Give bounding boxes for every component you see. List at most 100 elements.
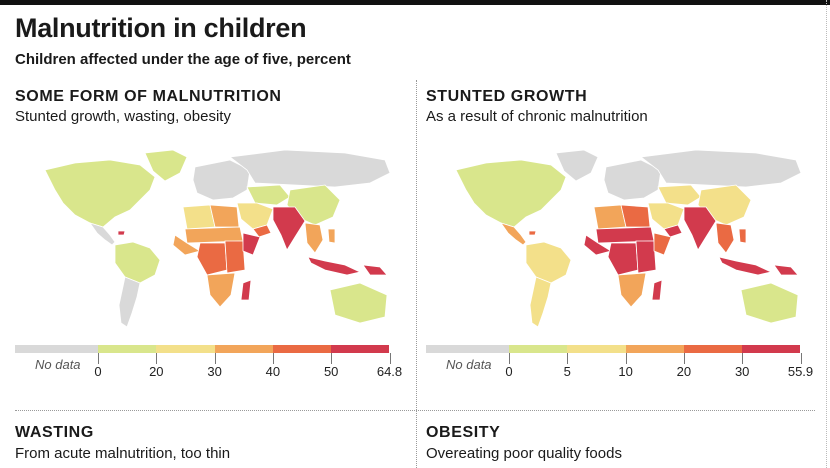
region-australia xyxy=(740,282,799,324)
legend-tick-label: 64.8 xyxy=(376,364,403,379)
region-north-africa-east xyxy=(620,204,651,228)
legend-swatch-c5 xyxy=(331,345,390,353)
region-middle-east xyxy=(647,202,685,230)
region-indonesia xyxy=(718,256,773,276)
legend-swatch-c5 xyxy=(742,345,801,353)
region-north-africa-west xyxy=(182,204,216,230)
region-south-america-north xyxy=(114,241,161,284)
legend-swatch-c4 xyxy=(683,345,743,353)
legend-swatch-c1 xyxy=(98,345,157,353)
legend-tick xyxy=(98,353,99,364)
legend-tick xyxy=(625,353,627,364)
region-russia xyxy=(639,149,802,188)
region-central-africa xyxy=(607,242,639,276)
region-west-africa xyxy=(172,234,202,256)
vertical-divider xyxy=(416,80,417,468)
region-europe xyxy=(192,159,251,201)
region-north-america xyxy=(455,159,567,228)
page-title: Malnutrition in children xyxy=(15,13,307,43)
region-madagascar xyxy=(651,279,663,301)
region-indonesia xyxy=(307,256,362,276)
region-south-america-south xyxy=(118,276,141,328)
legend-tick xyxy=(214,353,216,364)
region-australia xyxy=(329,282,388,324)
region-central-asia xyxy=(657,184,702,206)
legend-tick xyxy=(742,353,744,364)
region-central-africa xyxy=(196,242,228,276)
top-rule xyxy=(0,0,830,5)
region-central-asia xyxy=(246,184,291,206)
legend-tick xyxy=(272,353,274,364)
region-southeast-asia xyxy=(715,222,735,254)
panel-title-wasting: WASTING xyxy=(15,424,94,441)
region-madagascar xyxy=(240,279,252,301)
region-west-africa xyxy=(583,234,613,256)
legend-tick xyxy=(683,353,685,364)
region-middle-east xyxy=(236,202,274,230)
region-philippines xyxy=(327,228,336,244)
right-edge-divider xyxy=(826,0,827,468)
world-map-malnutrition xyxy=(44,149,391,328)
legend-tick-label: 20 xyxy=(676,364,692,379)
legend-tick-label: 10 xyxy=(618,364,633,379)
legend-tick-label: 0 xyxy=(94,364,102,379)
legend-swatch-nodata xyxy=(15,345,98,353)
legend-tick-label: 0 xyxy=(505,364,513,379)
legend-tick-label: 55.9 xyxy=(787,364,814,379)
region-north-africa-east xyxy=(209,204,240,228)
legend-tick-label: 50 xyxy=(323,364,339,379)
legend-swatch-c3 xyxy=(214,345,273,353)
region-yemen xyxy=(663,224,683,238)
legend-stunted: No data 0 5 10 20 30 55.9 xyxy=(426,345,826,385)
legend-swatch-nodata xyxy=(426,345,509,353)
legend-swatch-c3 xyxy=(625,345,684,353)
region-philippines xyxy=(738,228,747,244)
region-png xyxy=(773,264,799,276)
region-southeast-asia xyxy=(304,222,324,254)
legend-tick xyxy=(567,353,569,364)
panel-title-obesity: OBESITY xyxy=(426,424,501,441)
region-europe xyxy=(603,159,662,201)
panel-subtitle-obesity: Overeating poor quality foods xyxy=(426,445,622,462)
panel-subtitle-stunted: As a result of chronic malnutrition xyxy=(426,108,648,125)
legend-tick xyxy=(800,353,802,364)
region-horn xyxy=(242,232,261,256)
region-russia xyxy=(228,149,391,188)
region-south-asia xyxy=(683,206,717,251)
region-southern-africa xyxy=(206,272,236,308)
region-yemen xyxy=(252,224,272,238)
region-southern-africa xyxy=(617,272,647,308)
region-south-asia xyxy=(272,206,306,251)
legend-tick-label: 5 xyxy=(563,364,571,379)
legend-swatch-c4 xyxy=(272,345,332,353)
region-south-america-south xyxy=(529,276,552,328)
region-haiti xyxy=(528,230,537,236)
legend-tick-label: 40 xyxy=(265,364,281,379)
legend-tick xyxy=(389,353,391,364)
panel-subtitle-malnutrition: Stunted growth, wasting, obesity xyxy=(15,108,231,125)
region-greenland xyxy=(144,149,188,182)
legend-swatch-c2 xyxy=(567,345,626,353)
region-haiti xyxy=(117,230,126,236)
legend-tick-label: 30 xyxy=(207,364,222,379)
legend-nodata-label: No data xyxy=(35,357,81,372)
region-central-america xyxy=(500,222,527,246)
legend-tick xyxy=(156,353,158,364)
region-greenland xyxy=(555,149,599,182)
panel-title-stunted: STUNTED GROWTH xyxy=(426,88,588,105)
legend-tick xyxy=(331,353,333,364)
region-horn xyxy=(653,232,672,256)
legend-swatch-c1 xyxy=(509,345,568,353)
panel-subtitle-wasting: From acute malnutrition, too thin xyxy=(15,445,231,462)
legend-nodata-label: No data xyxy=(446,357,492,372)
legend-tick-label: 30 xyxy=(734,364,750,379)
region-south-america-north xyxy=(525,241,572,284)
region-east-africa xyxy=(224,240,246,274)
legend-tick xyxy=(509,353,510,364)
region-east-africa xyxy=(635,240,657,274)
legend-tick-label: 20 xyxy=(149,364,164,379)
legend-swatch-c2 xyxy=(156,345,215,353)
region-png xyxy=(362,264,388,276)
region-central-america xyxy=(89,222,116,246)
page-subtitle: Children affected under the age of five,… xyxy=(15,51,351,68)
